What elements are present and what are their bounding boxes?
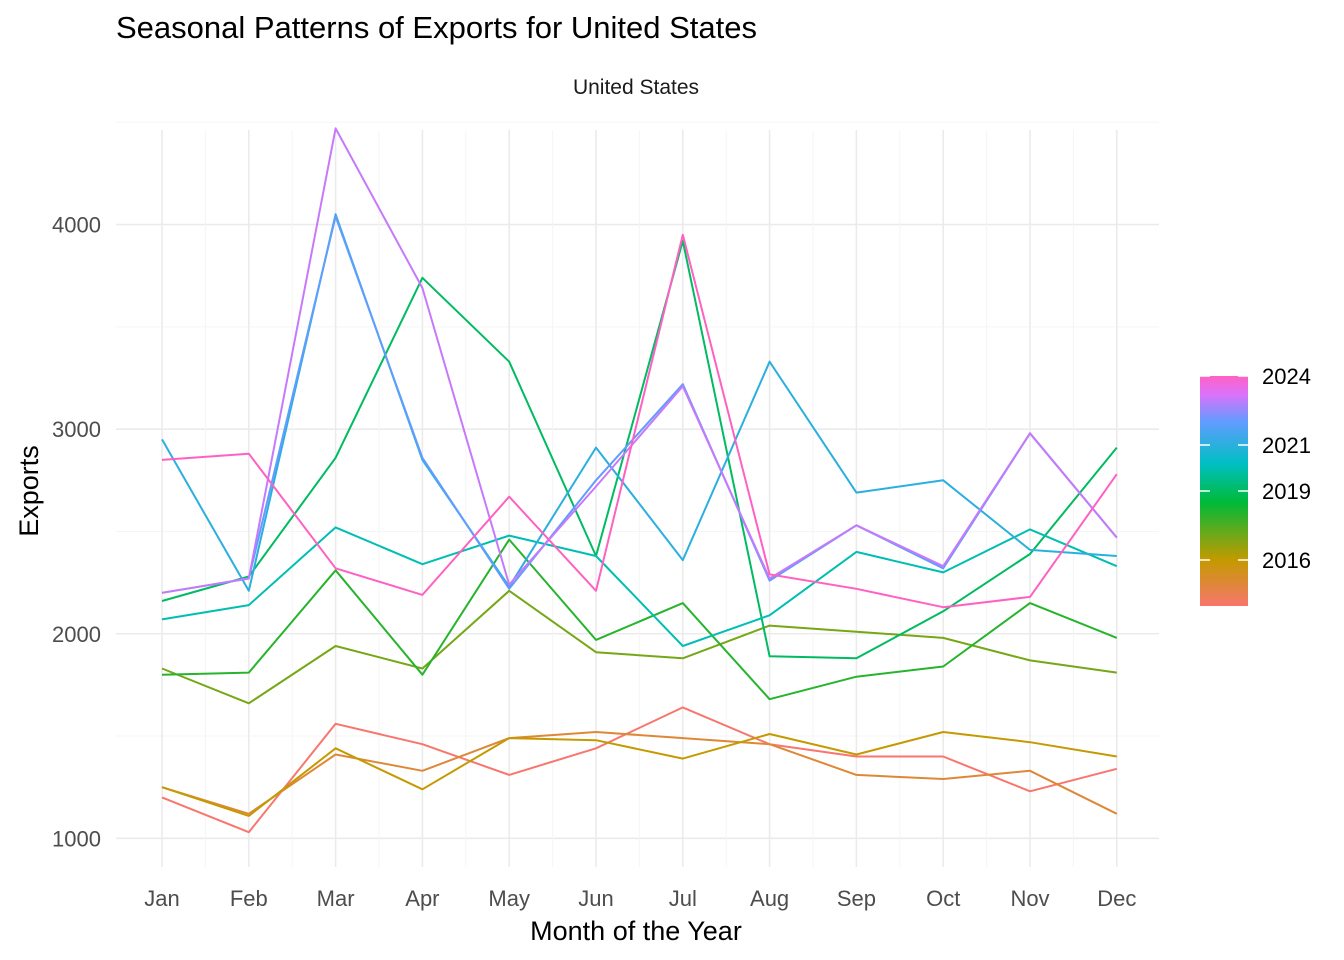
facet-strip-label: United States: [573, 76, 699, 99]
x-tick-label: Dec: [1097, 886, 1136, 911]
x-tick-label: May: [488, 886, 530, 911]
x-tick-label: Apr: [405, 886, 439, 911]
series-line-2015: [161, 731, 1118, 815]
x-tick-label: Jul: [669, 886, 697, 911]
x-axis-ticks: Jan Feb Mar Apr May Jun Jul Aug Sep Oct Nov Dec: [144, 886, 1136, 911]
x-tick-label: Aug: [750, 886, 789, 911]
series-line-2016: [161, 731, 1117, 817]
series-line-2020: [161, 526, 1118, 647]
x-tick-label: Mar: [317, 886, 355, 911]
chart-title: Seasonal Patterns of Exports for United …: [116, 10, 758, 45]
legend-tick-label: 2024: [1262, 364, 1311, 389]
y-tick-label: 4000: [52, 213, 101, 238]
y-axis-ticks: 1000 2000 3000 4000: [52, 213, 101, 852]
x-tick-label: Nov: [1010, 886, 1049, 911]
y-tick-label: 1000: [52, 826, 101, 851]
legend-tick-label: 2016: [1262, 548, 1311, 573]
x-tick-label: Feb: [230, 886, 268, 911]
legend-tick-label: 2021: [1262, 433, 1311, 458]
series-lines: [161, 127, 1118, 834]
x-tick-label: Oct: [926, 886, 960, 911]
y-tick-label: 3000: [52, 417, 101, 442]
x-axis-title: Month of the Year: [530, 916, 742, 946]
series-line-2017: [161, 589, 1117, 705]
y-axis-title: Exports: [14, 445, 44, 537]
series-line-2014: [161, 706, 1118, 834]
x-tick-label: Jun: [578, 886, 613, 911]
legend-tick-label: 2019: [1262, 479, 1311, 504]
x-tick-label: Jan: [144, 886, 179, 911]
series-line-2023: [161, 127, 1118, 594]
y-tick-label: 2000: [52, 622, 101, 647]
gridlines: [116, 121, 1159, 867]
series-line-2024: [161, 233, 1118, 609]
series-line-2019: [161, 239, 1118, 660]
color-legend: 2016 2019 2021 2024: [1200, 364, 1311, 606]
x-tick-label: Sep: [837, 886, 876, 911]
series-line-2018: [161, 538, 1118, 701]
